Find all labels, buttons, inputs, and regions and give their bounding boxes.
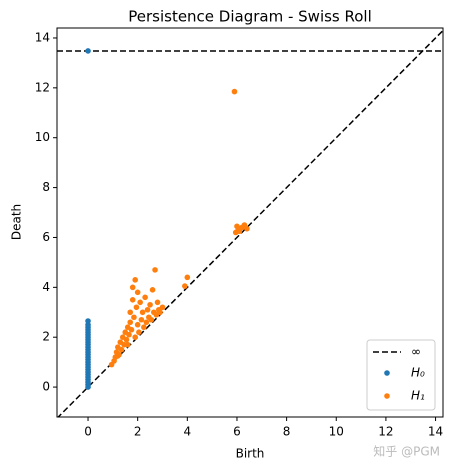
point xyxy=(141,324,147,331)
diagonal xyxy=(57,29,443,417)
x-tick-label: 2 xyxy=(134,425,142,439)
point xyxy=(132,334,138,341)
legend-label: ∞ xyxy=(411,345,421,359)
y-tick-label: 14 xyxy=(35,30,50,44)
point xyxy=(138,316,145,323)
point xyxy=(136,329,142,336)
point xyxy=(159,304,166,311)
point xyxy=(149,287,156,293)
y-tick-label: 8 xyxy=(42,180,50,194)
point xyxy=(134,289,141,296)
x-tick-label: 8 xyxy=(283,425,291,439)
point xyxy=(144,306,151,313)
x-tick-label: 12 xyxy=(378,425,393,439)
point xyxy=(134,321,141,328)
point xyxy=(147,301,153,308)
x-tick-label: 0 xyxy=(84,425,92,439)
point xyxy=(116,351,122,358)
point xyxy=(133,304,140,311)
y-axis-label: Death xyxy=(10,204,24,240)
point xyxy=(124,341,131,348)
point xyxy=(127,319,134,326)
point xyxy=(143,319,150,326)
x-tick-label: 4 xyxy=(184,425,192,439)
x-axis-label: Birth xyxy=(236,447,265,461)
x-tick-label: 14 xyxy=(428,425,443,439)
point xyxy=(154,299,161,306)
point xyxy=(128,326,135,333)
point xyxy=(157,309,163,316)
point xyxy=(123,336,130,343)
point xyxy=(85,318,91,324)
legend-marker xyxy=(384,370,390,376)
point xyxy=(148,316,155,323)
plot-area xyxy=(57,29,443,417)
point xyxy=(139,309,146,316)
point xyxy=(182,283,188,289)
point xyxy=(142,294,148,301)
point xyxy=(127,309,134,316)
frame xyxy=(56,27,444,418)
point xyxy=(152,267,158,273)
point xyxy=(126,331,132,338)
y-tick-label: 4 xyxy=(42,280,50,294)
point xyxy=(129,284,136,291)
legend-label: H₀ xyxy=(411,366,425,380)
watermark: 知乎 @PGM xyxy=(373,445,440,459)
point xyxy=(132,277,138,283)
y-tick-label: 6 xyxy=(42,230,50,244)
y-tick-label: 0 xyxy=(42,380,50,394)
point xyxy=(244,225,250,232)
legend-label: H₁ xyxy=(411,389,425,403)
y-tick-label: 2 xyxy=(42,330,50,344)
y-tick-label: 10 xyxy=(35,130,50,144)
x-tick-label: 10 xyxy=(329,425,344,439)
point xyxy=(129,297,136,303)
legend-marker xyxy=(384,393,390,399)
point xyxy=(131,314,137,321)
point xyxy=(184,274,191,281)
x-tick-label: 6 xyxy=(233,425,241,439)
point xyxy=(118,346,125,353)
point xyxy=(85,48,91,54)
point xyxy=(137,299,143,306)
point xyxy=(231,88,238,95)
chart-title: Persistence Diagram - Swiss Roll xyxy=(128,8,372,26)
y-tick-label: 12 xyxy=(35,80,50,94)
legend-box xyxy=(366,339,436,411)
